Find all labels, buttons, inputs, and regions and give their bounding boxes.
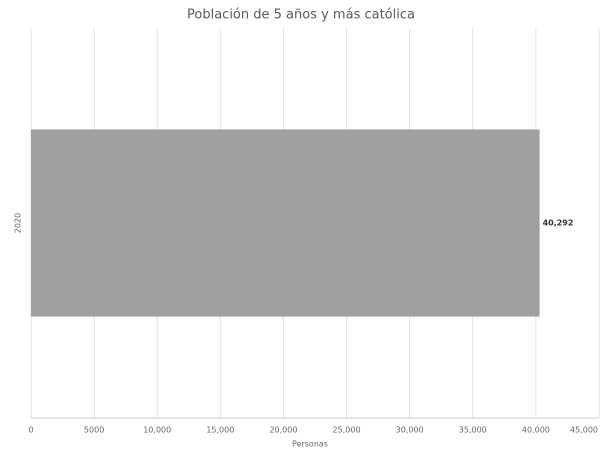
x-tick-label: 45,000 [570, 426, 598, 435]
value-label: 40,292 [543, 219, 574, 228]
x-tick-label: 5000 [84, 426, 104, 435]
chart-title: Población de 5 años y más católica [187, 8, 415, 23]
x-tick-label: 35,000 [459, 426, 487, 435]
x-tick-label: 0 [28, 426, 33, 435]
x-tick-label: 10,000 [143, 426, 171, 435]
x-tick-label: 20,000 [269, 426, 297, 435]
x-axis-label: Personas [292, 440, 328, 449]
bar [31, 129, 540, 317]
x-tick-label: 40,000 [522, 426, 550, 435]
x-tick-label: 25,000 [333, 426, 361, 435]
x-tick-label: 30,000 [396, 426, 424, 435]
y-tick-label: 2020 [14, 213, 23, 233]
x-tick-label: 15,000 [206, 426, 234, 435]
